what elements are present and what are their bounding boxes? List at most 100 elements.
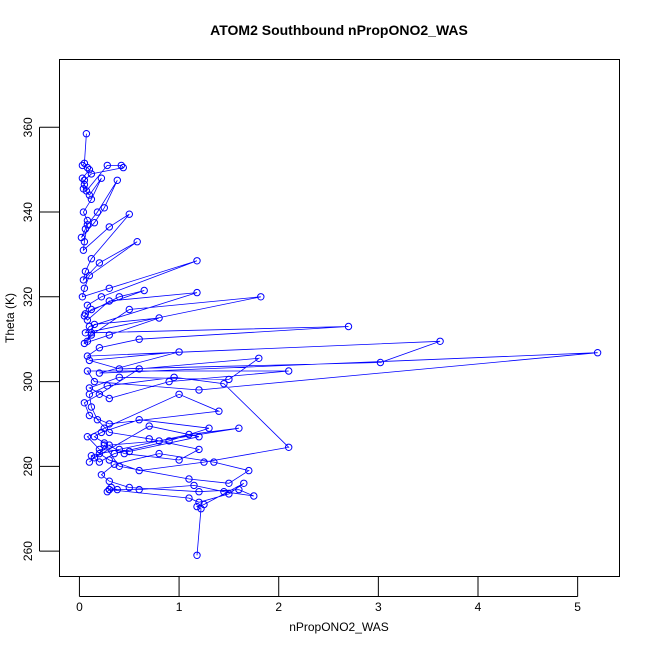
x-tick-label: 2	[275, 600, 282, 614]
data-point	[220, 488, 228, 496]
data-point	[205, 424, 213, 432]
data-point	[145, 422, 153, 430]
data-point	[90, 320, 99, 329]
data-point	[436, 337, 444, 345]
data-point	[90, 377, 99, 386]
data-point	[105, 485, 114, 494]
data-point	[103, 382, 112, 390]
data-point	[100, 204, 109, 212]
data-point	[79, 246, 88, 254]
data-point	[103, 488, 112, 496]
data-point	[105, 456, 114, 464]
y-axis-label: Theta (K)	[3, 293, 17, 343]
data-point	[155, 437, 163, 445]
data-point	[85, 271, 94, 280]
x-tick-label: 1	[176, 600, 183, 614]
plot-frame	[59, 59, 620, 577]
series-group	[77, 130, 602, 559]
data-point	[376, 358, 385, 367]
data-point	[125, 305, 134, 314]
data-point	[83, 433, 92, 441]
data-point	[79, 276, 88, 284]
data-point	[140, 286, 148, 295]
data-point	[83, 216, 92, 225]
data-point	[83, 352, 92, 360]
data-point	[175, 348, 183, 356]
data-point	[80, 176, 89, 185]
data-point	[95, 390, 104, 398]
data-point	[83, 301, 92, 309]
data-point	[85, 166, 94, 174]
data-point	[190, 481, 198, 490]
data-point	[95, 344, 104, 352]
data-point	[83, 163, 92, 172]
data-point	[105, 331, 114, 339]
data-point	[103, 161, 112, 170]
data-point	[90, 219, 99, 227]
data-point	[175, 456, 183, 464]
data-point	[82, 130, 91, 138]
data-point	[85, 390, 94, 398]
data-point	[105, 284, 114, 292]
data-point	[195, 498, 203, 506]
data-point	[87, 255, 96, 263]
data-point	[113, 176, 122, 185]
data-point	[93, 416, 102, 424]
data-point	[235, 424, 243, 432]
data-point	[220, 380, 228, 388]
data-point	[285, 443, 293, 451]
data-point	[83, 367, 92, 375]
data-point	[165, 377, 173, 386]
data-point	[80, 180, 89, 189]
data-point	[185, 430, 193, 439]
data-point	[235, 485, 243, 494]
data-point	[83, 316, 92, 324]
y-tick-label: 280	[21, 456, 35, 476]
data-point	[105, 394, 114, 403]
data-point	[87, 403, 96, 411]
data-point	[105, 223, 114, 231]
data-point	[155, 449, 163, 458]
data-point	[85, 191, 94, 199]
data-point	[80, 399, 89, 407]
data-point	[105, 428, 114, 437]
data-point	[105, 420, 114, 428]
x-tick-label: 0	[76, 600, 83, 614]
data-point	[113, 485, 122, 494]
data-point	[80, 284, 89, 292]
data-point	[83, 221, 92, 229]
data-point	[115, 293, 124, 301]
y-tick-label: 320	[21, 286, 35, 306]
data-point	[95, 449, 104, 458]
y-axis: 260 280 300 320 340 360	[21, 117, 60, 561]
data-point	[78, 161, 87, 170]
data-point	[135, 365, 143, 373]
data-point	[245, 466, 253, 475]
data-point	[115, 445, 124, 454]
data-point	[135, 416, 143, 424]
data-point	[87, 331, 96, 339]
data-point	[285, 367, 293, 375]
data-point	[193, 551, 201, 559]
data-point	[115, 365, 124, 373]
data-point	[87, 195, 96, 204]
data-point	[195, 386, 203, 394]
y-tick-label: 360	[21, 117, 35, 137]
chart-title: ATOM2 Southbound nPropONO2_WAS	[210, 22, 468, 38]
data-point	[225, 490, 233, 498]
data-point	[210, 458, 218, 466]
x-tick-label: 3	[375, 600, 382, 614]
data-point	[97, 471, 106, 479]
data-point	[193, 502, 201, 511]
data-point	[97, 174, 106, 182]
data-point	[175, 390, 183, 398]
data-point	[105, 441, 114, 449]
x-tick-label: 4	[475, 600, 482, 614]
data-point	[344, 322, 353, 331]
data-point	[85, 458, 94, 466]
data-point	[110, 449, 119, 458]
data-point	[87, 329, 96, 337]
data-point	[193, 288, 201, 297]
data-point	[95, 259, 104, 267]
